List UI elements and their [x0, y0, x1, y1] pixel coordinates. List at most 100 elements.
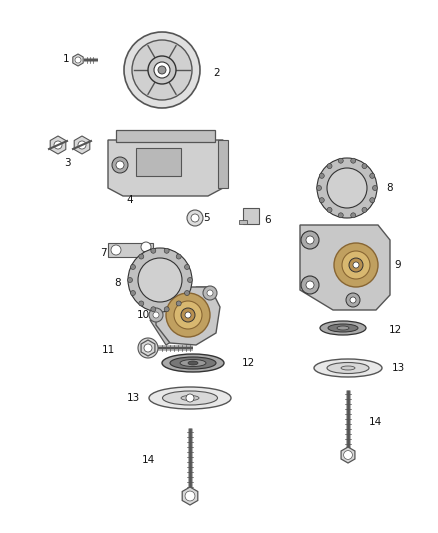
Text: 13: 13	[392, 363, 405, 373]
Circle shape	[187, 278, 192, 282]
Circle shape	[319, 173, 324, 179]
Circle shape	[138, 258, 182, 302]
Circle shape	[132, 40, 192, 100]
Text: 7: 7	[100, 248, 106, 258]
Circle shape	[191, 214, 199, 222]
Circle shape	[185, 491, 195, 501]
Circle shape	[75, 57, 81, 63]
Circle shape	[151, 248, 156, 253]
Circle shape	[78, 141, 86, 149]
Circle shape	[327, 164, 332, 168]
Ellipse shape	[328, 324, 358, 332]
Circle shape	[301, 231, 319, 249]
Circle shape	[319, 198, 324, 203]
Text: 6: 6	[265, 215, 271, 225]
Text: 1: 1	[63, 54, 69, 64]
Text: 14: 14	[141, 455, 155, 465]
Text: 5: 5	[204, 213, 210, 223]
Text: 11: 11	[101, 345, 115, 355]
Circle shape	[349, 258, 363, 272]
Text: 14: 14	[368, 417, 381, 427]
Text: 9: 9	[395, 260, 401, 270]
Circle shape	[166, 293, 210, 337]
Polygon shape	[150, 320, 174, 345]
Ellipse shape	[180, 359, 206, 367]
Circle shape	[164, 248, 169, 253]
Circle shape	[306, 236, 314, 244]
Circle shape	[131, 264, 135, 270]
Text: 12: 12	[241, 358, 254, 368]
Circle shape	[141, 242, 151, 252]
Circle shape	[370, 173, 375, 179]
Circle shape	[207, 290, 213, 296]
Text: 8: 8	[115, 278, 121, 288]
Ellipse shape	[188, 361, 198, 365]
Circle shape	[317, 158, 377, 218]
Polygon shape	[108, 243, 153, 257]
Text: 8: 8	[387, 183, 393, 193]
Circle shape	[317, 185, 321, 190]
Circle shape	[124, 32, 200, 108]
Circle shape	[127, 278, 133, 282]
Circle shape	[203, 286, 217, 300]
Circle shape	[139, 301, 144, 306]
Ellipse shape	[314, 359, 382, 377]
Polygon shape	[73, 54, 83, 66]
Circle shape	[338, 158, 343, 163]
Circle shape	[174, 301, 202, 329]
Ellipse shape	[337, 326, 349, 330]
Circle shape	[176, 254, 181, 259]
Bar	[243, 208, 259, 224]
Text: 4: 4	[127, 195, 133, 205]
Circle shape	[342, 251, 370, 279]
Circle shape	[185, 312, 191, 318]
Ellipse shape	[162, 354, 224, 372]
Polygon shape	[300, 225, 390, 310]
Circle shape	[362, 207, 367, 212]
Circle shape	[351, 158, 356, 163]
Circle shape	[116, 161, 124, 169]
Circle shape	[362, 164, 367, 168]
Polygon shape	[341, 447, 355, 463]
Ellipse shape	[341, 366, 355, 370]
Circle shape	[54, 141, 62, 149]
Circle shape	[153, 312, 159, 318]
Text: 10: 10	[137, 310, 149, 320]
Circle shape	[151, 307, 156, 312]
Bar	[116, 130, 215, 142]
Ellipse shape	[162, 391, 218, 405]
Circle shape	[306, 281, 314, 289]
Text: 12: 12	[389, 325, 402, 335]
Circle shape	[131, 290, 135, 295]
Circle shape	[148, 56, 176, 84]
Circle shape	[186, 394, 194, 402]
Polygon shape	[218, 140, 228, 188]
Circle shape	[138, 338, 158, 358]
Text: 13: 13	[127, 393, 140, 403]
Circle shape	[144, 344, 152, 352]
Circle shape	[327, 207, 332, 212]
Polygon shape	[156, 287, 220, 345]
Circle shape	[351, 213, 356, 218]
Bar	[239, 220, 247, 224]
Circle shape	[184, 264, 190, 270]
Text: 3: 3	[64, 158, 71, 168]
Polygon shape	[141, 340, 155, 356]
Bar	[136, 148, 181, 176]
Circle shape	[350, 297, 356, 303]
Circle shape	[176, 301, 181, 306]
Circle shape	[158, 66, 166, 74]
Circle shape	[128, 248, 192, 312]
Circle shape	[343, 450, 353, 459]
Circle shape	[187, 210, 203, 226]
Circle shape	[164, 307, 169, 312]
Circle shape	[139, 254, 144, 259]
Circle shape	[154, 62, 170, 78]
Polygon shape	[196, 287, 216, 305]
Ellipse shape	[170, 357, 216, 369]
Polygon shape	[74, 136, 90, 154]
Circle shape	[184, 290, 190, 295]
Polygon shape	[108, 140, 223, 196]
Circle shape	[149, 308, 163, 322]
Ellipse shape	[181, 395, 199, 400]
